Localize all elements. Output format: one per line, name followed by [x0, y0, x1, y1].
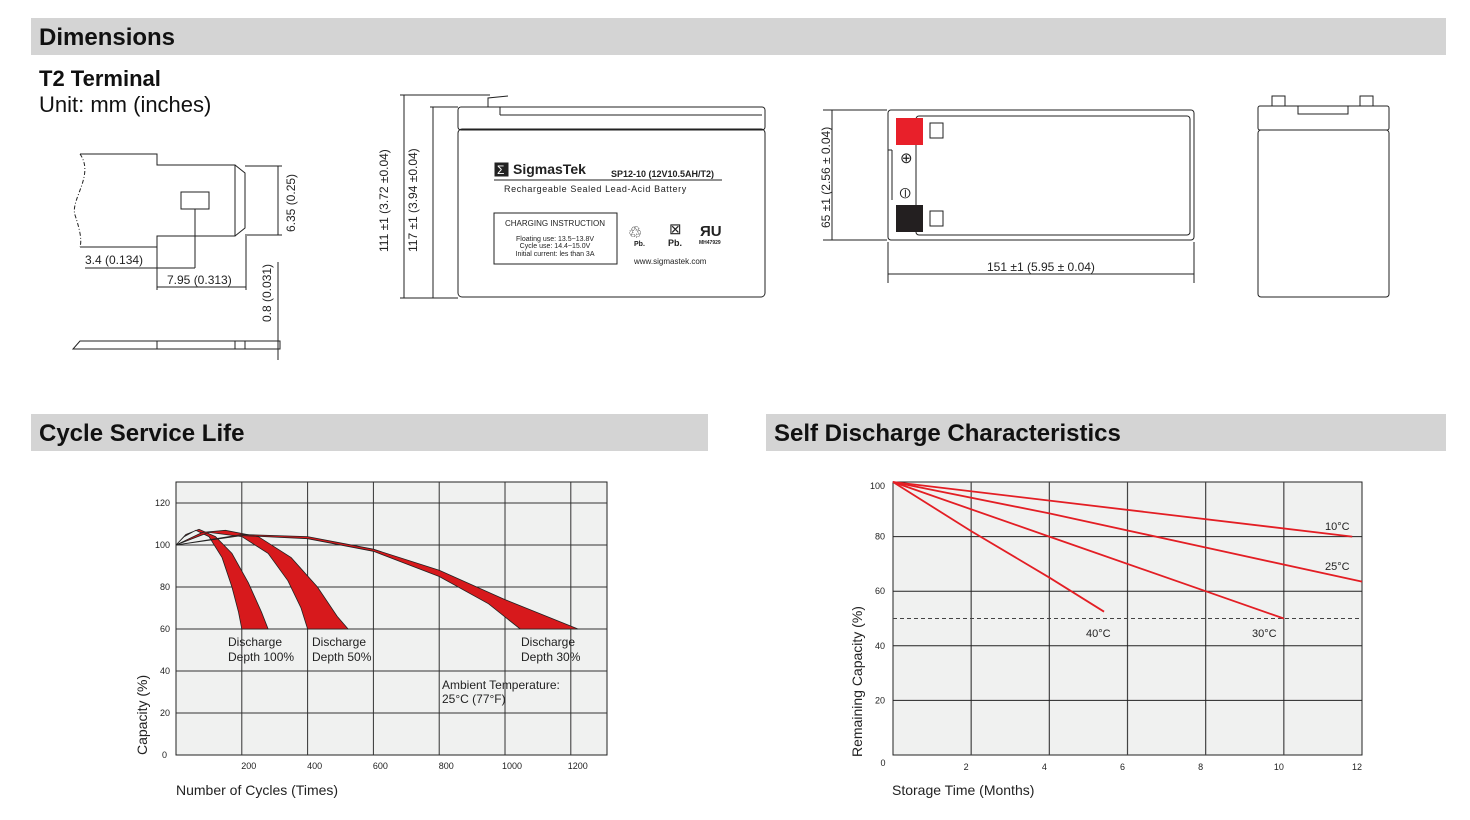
plus-icon: ⊕: [900, 150, 913, 167]
cycle-life-header: Cycle Service Life: [31, 414, 708, 451]
y-axis-label: Remaining Capacity (%): [849, 606, 865, 757]
self-discharge-header: Self Discharge Characteristics: [766, 414, 1446, 451]
x-tick-label: 10: [1274, 762, 1284, 772]
series-label: Discharge: [312, 635, 366, 649]
x-tick-label: 800: [439, 761, 454, 771]
y-tick-label: 0: [162, 750, 167, 760]
charging-cycle: Cycle use: 14.4~15.0V: [520, 243, 591, 250]
x-tick-label: 12: [1352, 762, 1362, 772]
y-tick-label: 20: [875, 695, 885, 705]
x-tick-label: 0: [880, 758, 885, 768]
series-label: 40°C: [1086, 628, 1111, 640]
battery-top-view: [823, 109, 1195, 283]
y-axis-label: Capacity (%): [134, 675, 150, 755]
x-axis-label: Storage Time (Months): [892, 782, 1034, 798]
pb-label-1: Pb.: [634, 241, 645, 248]
brand-name: SigmasTek: [513, 161, 586, 177]
series-label: Discharge: [228, 635, 282, 649]
x-tick-label: 4: [1042, 762, 1047, 772]
sigma-logo-icon: Σ: [497, 163, 504, 177]
width-dim: 65 ±1 (2.56 ± 0.04): [819, 127, 833, 228]
y-tick-label: 40: [875, 641, 885, 651]
dimensions-header: Dimensions: [31, 18, 1446, 55]
terminal-title: T2 Terminal: [39, 66, 161, 91]
series-label: Depth 50%: [312, 650, 372, 664]
x-tick-label: 400: [307, 761, 322, 771]
charging-floating: Floating use: 13.5~13.8V: [516, 236, 594, 243]
y-tick-label: 100: [155, 540, 170, 550]
series-label: Discharge: [521, 635, 575, 649]
series-label: 10°C: [1325, 521, 1350, 533]
series-label: Depth 30%: [521, 650, 581, 664]
terminal-dim-3: 6.35 (0.25): [284, 174, 298, 232]
self-discharge-chart: 10°C 25°C 30°C 40°C 100 20 40 60 80 0 2 4 6 8 10 12 Stor…: [849, 481, 1363, 798]
series-label: Depth 100%: [228, 650, 294, 664]
x-tick-label: 1200: [568, 761, 588, 771]
ul-number: MH47929: [699, 240, 721, 246]
positive-terminal: [896, 118, 923, 145]
x-tick-label: 2: [964, 762, 969, 772]
x-tick-label: 1000: [502, 761, 522, 771]
terminal-dim-1: 3.4 (0.134): [85, 253, 143, 267]
battery-side-view: [1257, 95, 1390, 298]
y-tick-label: 80: [160, 582, 170, 592]
negative-terminal: [896, 205, 923, 232]
height-dim-111: 111 ±1 (3.72 ±0.04): [377, 149, 391, 252]
series-line: [892, 481, 1285, 620]
y-tick-label: 60: [160, 624, 170, 634]
y-tick-label: 80: [875, 532, 885, 542]
series-line: [892, 481, 1353, 538]
annotation: Ambient Temperature:: [442, 678, 560, 692]
x-axis-label: Number of Cycles (Times): [176, 782, 338, 798]
annotation: 25°C (77°F): [442, 692, 506, 706]
series-line: [892, 481, 1105, 613]
recycle-icon: ♲: [628, 225, 642, 242]
battery-subtitle: Rechargeable Sealed Lead-Acid Battery: [504, 184, 687, 194]
ul-mark-icon: ЯU: [700, 223, 722, 240]
terminal-dim-4: 0.8 (0.031): [260, 264, 274, 322]
band-depth-50: [175, 529, 349, 630]
terminal-drawing: [71, 153, 282, 360]
length-dim: 151 ±1 (5.95 ± 0.04): [987, 260, 1095, 274]
height-dim-117: 117 ±1 (3.94 ±0.04): [406, 148, 420, 252]
minus-icon: ⦶: [900, 185, 911, 202]
band-depth-30: [175, 534, 579, 630]
x-tick-label: 200: [241, 761, 256, 771]
pb-label-2: Pb.: [668, 238, 682, 248]
x-tick-label: 6: [1120, 762, 1125, 772]
crossed-bin-icon: ⊠: [669, 221, 682, 238]
y-tick-label: 60: [875, 586, 885, 596]
x-tick-label: 8: [1198, 762, 1203, 772]
battery-front-view: [400, 94, 766, 299]
series-line: [892, 481, 1363, 583]
x-tick-label: 600: [373, 761, 388, 771]
y-tick-label: 40: [160, 666, 170, 676]
y-tick-label: 100: [870, 481, 885, 491]
unit-label: Unit: mm (inches): [39, 92, 212, 117]
y-tick-label: 20: [160, 708, 170, 718]
series-label: 25°C: [1325, 561, 1350, 573]
series-label: 30°C: [1252, 628, 1277, 640]
charging-title: CHARGING INSTRUCTION: [505, 219, 605, 228]
y-tick-label: 120: [155, 498, 170, 508]
website: www.sigmastek.com: [633, 257, 707, 266]
charging-initial: Initial current: les than 3A: [516, 251, 595, 258]
model-label: SP12-10 (12V10.5AH/T2): [611, 169, 714, 179]
terminal-dim-2: 7.95 (0.313): [167, 273, 232, 287]
